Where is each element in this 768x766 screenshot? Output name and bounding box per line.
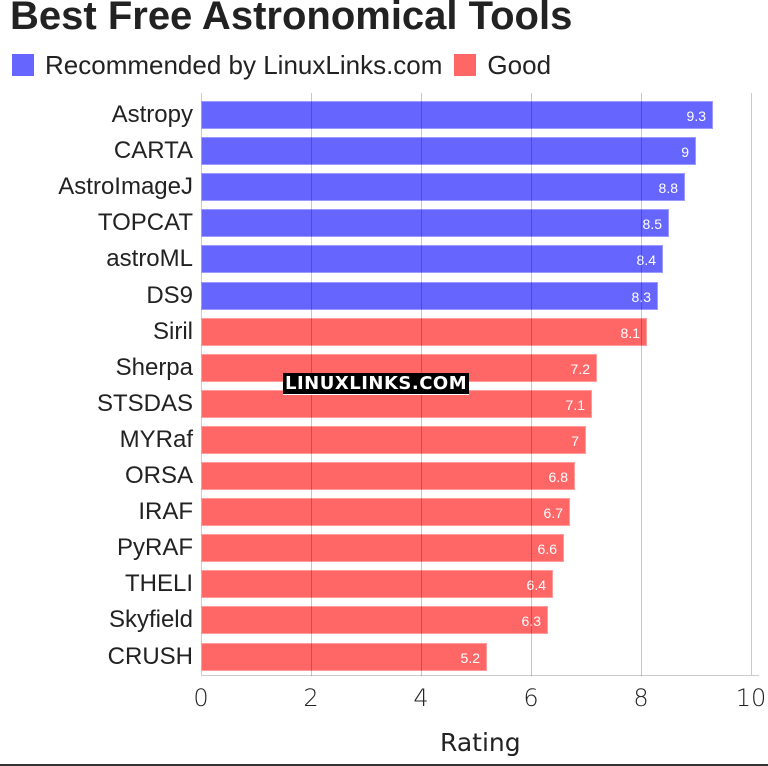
plot-area: 9.3 9 8.8 8.5 8.4 8.3 8.1 7.2 7.1 7 6.8 6.7 6.6 6.4 6.…	[201, 93, 759, 676]
category-label: CARTA	[113, 137, 193, 165]
legend-label-recommended: Recommended by LinuxLinks.com	[45, 49, 443, 80]
category-label: AstroImageJ	[58, 173, 193, 201]
bottom-border	[0, 764, 768, 766]
category-label: Skyfield	[108, 606, 193, 634]
legend-swatch-good	[454, 54, 477, 76]
category-label: Sherpa	[115, 353, 193, 381]
x-tick-label: 10	[735, 684, 767, 712]
gridline	[531, 93, 532, 676]
category-label: DS9	[146, 281, 193, 309]
gridline	[751, 93, 752, 676]
category-label: CRUSH	[107, 642, 193, 670]
bar-value-label: 6.7	[543, 505, 563, 522]
bar-value-label: 8.4	[636, 252, 656, 269]
bar-value-label: 9	[681, 144, 689, 161]
bar-skyfield: 6.3	[201, 606, 548, 635]
bar-topcat: 8.5	[201, 209, 669, 238]
legend-label-good: Good	[487, 49, 552, 80]
legend-item-recommended: Recommended by LinuxLinks.com	[12, 50, 442, 81]
bar-myraf: 7	[201, 425, 586, 454]
category-label: IRAF	[138, 498, 193, 526]
bar-carta: 9	[201, 137, 696, 166]
legend-item-good: Good	[454, 50, 551, 81]
gridline	[641, 93, 642, 676]
bar-value-label: 8.8	[658, 180, 678, 197]
y-axis-line	[201, 93, 202, 676]
watermark: LINUXLINKS.COM	[283, 373, 470, 395]
x-axis-title: Rating	[440, 728, 521, 757]
bar-theli: 6.4	[201, 570, 553, 599]
bar-siril: 8.1	[201, 317, 647, 346]
bar-value-label: 6.8	[548, 469, 568, 485]
bar-pyraf: 6.6	[201, 534, 564, 563]
bar-iraf: 6.7	[201, 498, 570, 527]
bar-value-label: 6.3	[521, 613, 541, 630]
x-tick-label: 6	[523, 684, 539, 712]
bar-value-label: 6.6	[537, 541, 557, 558]
bar-value-label: 6.4	[526, 577, 546, 594]
bar-value-label: 8.5	[642, 216, 662, 233]
bar-ds9: 8.3	[201, 281, 658, 310]
bar-value-label: 9.3	[686, 108, 706, 124]
bar-value-label: 5.2	[460, 649, 480, 666]
category-label: ORSA	[124, 462, 193, 489]
x-tick-label: 8	[633, 684, 649, 712]
bar-value-label: 8.3	[631, 288, 651, 305]
bar-orsa: 6.8	[201, 462, 575, 490]
bar-value-label: 8.1	[620, 324, 640, 341]
legend-swatch-recommended	[12, 54, 34, 76]
category-label: Astropy	[111, 101, 193, 128]
bar-value-label: 7	[571, 432, 579, 449]
legend: Recommended by LinuxLinks.com Good	[12, 50, 563, 80]
x-tick-label: 4	[413, 684, 429, 712]
category-label: MYRaf	[119, 425, 193, 453]
bar-astroml: 8.4	[201, 245, 663, 274]
category-label: astroML	[106, 245, 193, 273]
bar-astropy: 9.3	[201, 101, 713, 129]
bar-value-label: 7.1	[565, 396, 585, 413]
x-axis-line	[201, 675, 759, 676]
category-label: PyRAF	[116, 534, 193, 562]
category-label: Siril	[153, 317, 193, 345]
bar-astroimagej: 8.8	[201, 173, 685, 202]
category-label: STSDAS	[96, 389, 193, 417]
bar-value-label: 7.2	[570, 360, 590, 377]
category-label: THELI	[124, 570, 193, 598]
x-tick-label: 0	[193, 684, 209, 712]
bar-crush: 5.2	[201, 642, 487, 671]
category-label: TOPCAT	[97, 209, 193, 237]
chart-title: Best Free Astronomical Tools	[10, 0, 573, 38]
x-tick-label: 2	[303, 684, 319, 712]
